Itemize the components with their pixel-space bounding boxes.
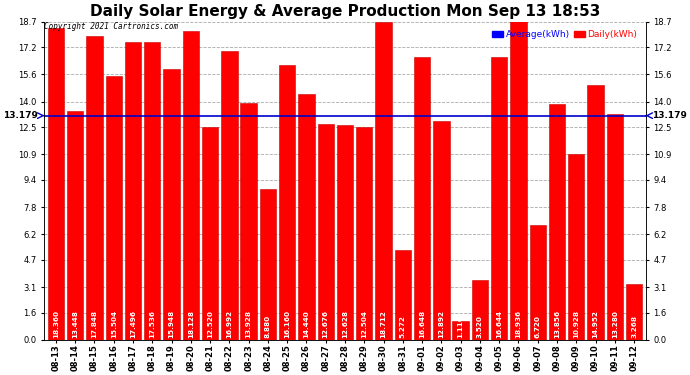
Bar <box>240 103 257 340</box>
Text: 8.880: 8.880 <box>265 315 271 338</box>
Bar <box>529 225 546 340</box>
Text: 13.856: 13.856 <box>554 310 560 338</box>
Text: 3.520: 3.520 <box>477 315 483 338</box>
Bar <box>375 21 392 340</box>
Bar <box>607 114 623 340</box>
Text: 12.676: 12.676 <box>323 310 328 338</box>
Text: 16.160: 16.160 <box>284 310 290 338</box>
Bar <box>106 76 122 340</box>
Bar <box>259 189 276 340</box>
Text: 17.496: 17.496 <box>130 310 136 338</box>
Bar <box>356 127 373 340</box>
Text: 13.179: 13.179 <box>651 111 687 120</box>
Text: 3.268: 3.268 <box>631 315 637 338</box>
Bar <box>549 104 565 340</box>
Text: 18.936: 18.936 <box>515 310 522 338</box>
Text: 17.536: 17.536 <box>149 310 155 338</box>
Text: 6.720: 6.720 <box>535 315 541 338</box>
Text: 13.928: 13.928 <box>246 310 252 338</box>
Text: 15.948: 15.948 <box>168 310 175 338</box>
Text: 13.280: 13.280 <box>612 310 618 338</box>
Text: 16.644: 16.644 <box>496 310 502 338</box>
Text: 16.648: 16.648 <box>419 310 425 338</box>
Bar <box>472 280 488 340</box>
Bar <box>183 32 199 340</box>
Text: 14.952: 14.952 <box>593 310 598 338</box>
Text: 12.504: 12.504 <box>362 310 367 338</box>
Bar <box>164 69 180 340</box>
Bar <box>414 57 431 340</box>
Text: Copyright 2021 Cartronics.com: Copyright 2021 Cartronics.com <box>44 22 179 31</box>
Text: 5.272: 5.272 <box>400 315 406 338</box>
Text: 18.712: 18.712 <box>381 310 386 338</box>
Text: 18.128: 18.128 <box>188 310 194 338</box>
Text: 13.448: 13.448 <box>72 310 78 338</box>
Bar <box>568 154 584 340</box>
Bar <box>86 36 103 340</box>
Text: 12.892: 12.892 <box>438 310 444 338</box>
Text: 16.992: 16.992 <box>226 310 233 338</box>
Legend: Average(kWh), Daily(kWh): Average(kWh), Daily(kWh) <box>489 26 641 42</box>
Bar <box>298 94 315 340</box>
Text: 12.520: 12.520 <box>207 310 213 338</box>
Text: 12.628: 12.628 <box>342 310 348 338</box>
Title: Daily Solar Energy & Average Production Mon Sep 13 18:53: Daily Solar Energy & Average Production … <box>90 4 600 19</box>
Bar <box>453 321 469 340</box>
Text: 10.928: 10.928 <box>573 310 579 338</box>
Text: 15.504: 15.504 <box>111 310 117 338</box>
Bar <box>510 18 526 340</box>
Bar <box>144 42 161 340</box>
Text: 1.116: 1.116 <box>457 315 464 338</box>
Text: 18.360: 18.360 <box>53 310 59 338</box>
Bar <box>337 125 353 340</box>
Bar <box>125 42 141 340</box>
Bar <box>433 120 450 340</box>
Text: 14.440: 14.440 <box>304 310 309 338</box>
Bar <box>279 65 295 340</box>
Bar <box>491 57 507 340</box>
Bar <box>67 111 83 340</box>
Text: 17.848: 17.848 <box>92 310 97 338</box>
Bar <box>626 284 642 340</box>
Bar <box>587 86 604 340</box>
Bar <box>317 124 334 340</box>
Text: 13.179: 13.179 <box>3 111 39 120</box>
Bar <box>395 250 411 340</box>
Bar <box>48 27 64 340</box>
Bar <box>221 51 237 340</box>
Bar <box>202 127 218 340</box>
